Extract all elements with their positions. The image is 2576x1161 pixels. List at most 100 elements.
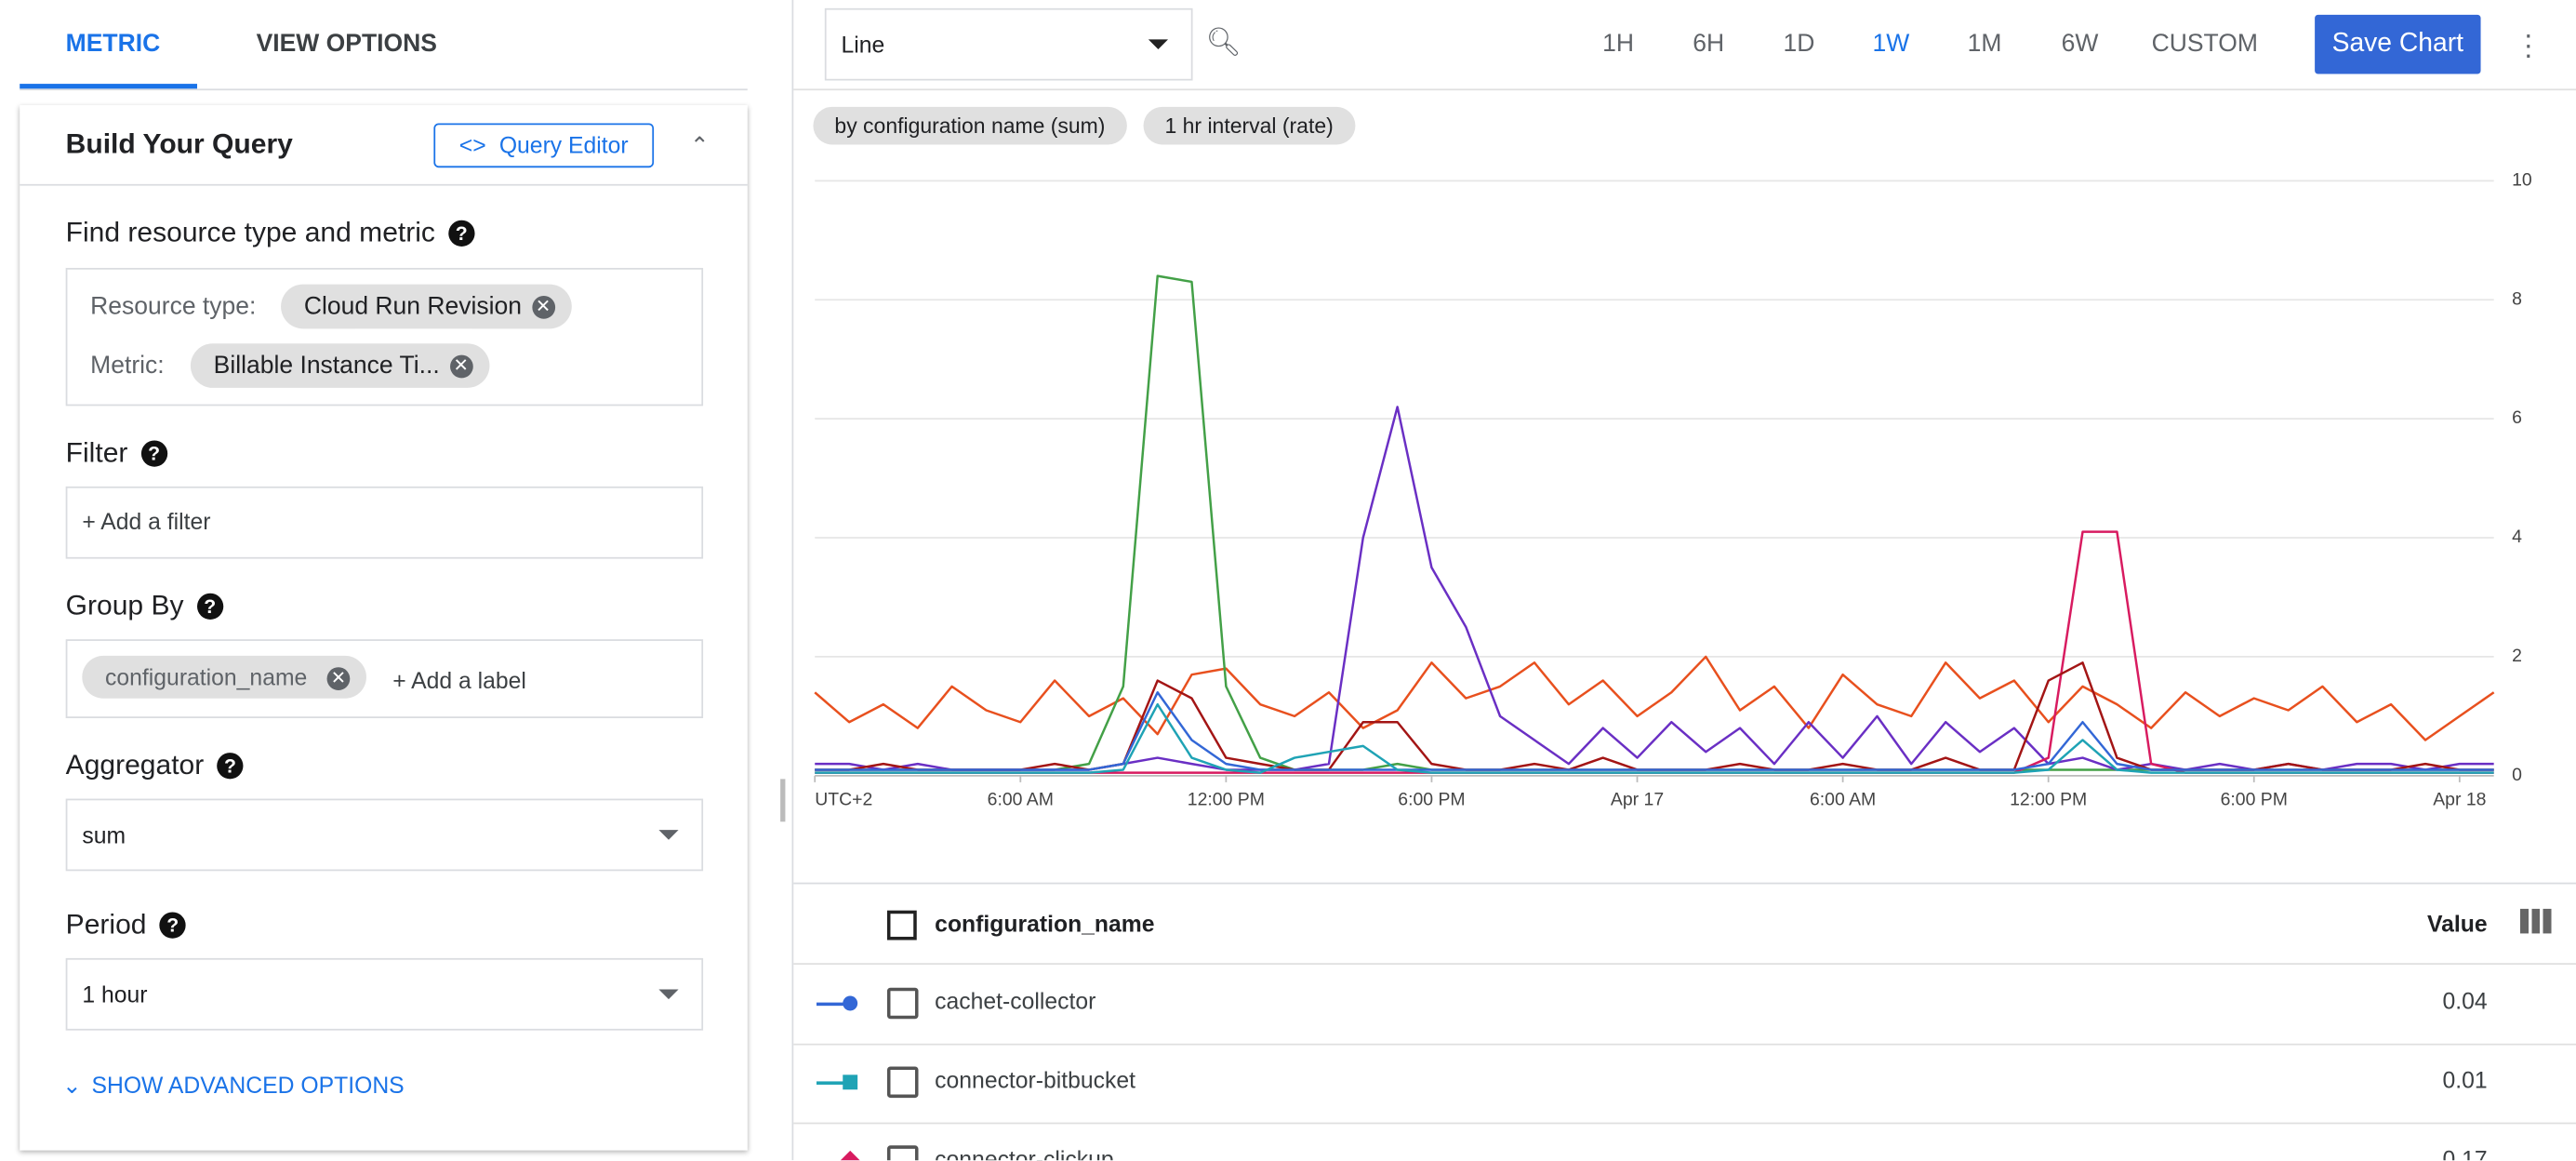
x-tick-label: 12:00 PM [1188,789,1265,809]
row-checkbox[interactable] [886,1066,919,1099]
label: Resource type: [90,292,257,321]
legend-marker [843,1074,858,1090]
x-tick-label: 6:00 AM [1810,789,1876,809]
resource-box: Resource type: Cloud Run Revision ✕ Metri… [65,267,704,407]
select-value: Line [841,31,885,58]
field-label: Find resource type and metric? [66,217,475,249]
select-value: 1 hour [82,981,148,1008]
label: Metric: [90,352,165,380]
tab-indicator [20,84,197,89]
column-header[interactable]: Value [2426,910,2488,937]
table-row[interactable]: cachet-collector 0.04 [793,965,2576,1046]
x-tick-label: Apr 18 [2433,789,2486,809]
series-line [815,406,2494,771]
splitter-handle[interactable] [780,779,786,822]
x-tick-label: 12:00 PM [2010,789,2087,809]
legend-marker [839,1150,861,1161]
field-label: Period? [66,909,186,941]
chart: 0 2 4 6 8 10 UTC+2 6:00 AM 12:00 PM 6:00 PM Apr 17… [814,169,2532,809]
filter-chip[interactable]: 1 hr interval (rate) [1143,106,1355,145]
row-checkbox[interactable] [886,1145,919,1161]
field-label: Filter? [66,437,167,470]
period-select[interactable]: 1 hour [65,957,704,1031]
save-chart-button[interactable]: Save Chart [2315,14,2481,74]
advanced-toggle[interactable]: ⌄ SHOW ADVANCED OPTIONS [62,1071,405,1099]
placeholder: + Add a filter [82,507,211,535]
filter-input[interactable]: + Add a filter [65,486,704,559]
range-button[interactable]: 1H [1602,29,1635,58]
legend-line [816,1081,846,1085]
row-name: connector-clickup [935,1145,1114,1161]
range-button[interactable]: 1D [1783,29,1815,58]
table-header: configuration_name Value [793,884,2576,965]
field-label: Group By? [66,590,223,622]
select-all[interactable] [886,910,917,941]
range-button[interactable]: 1M [1967,29,2002,58]
label: Group By [65,590,184,621]
y-tick-label: 8 [2512,288,2522,309]
field-label: Aggregator? [66,750,244,782]
row-value: 0.17 [2442,1145,2488,1161]
row-name: cachet-collector [935,987,1096,1014]
chart-type-select[interactable]: Line [824,7,1193,81]
x-tick-label: 6:00 AM [988,789,1054,809]
series-line [814,655,2495,741]
label: Filter [65,436,128,469]
label: Period [65,908,147,941]
x-tick-label: 6:00 PM [1398,789,1465,809]
series-line [815,702,2494,774]
chip-label: Billable Instance Ti... [213,352,440,380]
table-row[interactable]: connector-bitbucket 0.01 [793,1044,2576,1125]
chip[interactable]: Cloud Run Revision ✕ [281,284,572,329]
label: Aggregator [65,749,205,781]
button-label: Query Editor [498,131,629,158]
placeholder: + Add a label [392,667,526,694]
row-value: 0.04 [2442,987,2488,1014]
toggle-label: SHOW ADVANCED OPTIONS [91,1071,405,1099]
y-tick-label: 10 [2512,169,2532,190]
splitter [791,0,794,1161]
divider [20,88,748,91]
columns-icon[interactable] [2519,908,2554,934]
row-value: 0.01 [2442,1066,2488,1093]
chip-label: Cloud Run Revision [303,292,523,321]
chip[interactable]: configuration_name ✕ [82,655,366,699]
legend-line [816,1002,846,1007]
tab[interactable]: METRIC [65,29,161,58]
y-tick-label: 0 [2512,765,2522,785]
aggregator-select[interactable]: sum [65,798,704,872]
range-button[interactable]: 6H [1693,29,1725,58]
select-value: sum [82,821,126,848]
divider [793,882,2576,885]
group-by-input[interactable]: configuration_name ✕ + Add a label [65,639,704,718]
legend-marker [843,995,858,1011]
range-button[interactable]: 1W [1872,29,1910,58]
card-title: Build Your Query [65,127,293,160]
range-button[interactable]: CUSTOM [2151,29,2258,58]
more-menu[interactable]: · · · [2523,18,2534,71]
row-name: connector-bitbucket [935,1066,1136,1093]
table-row[interactable]: connector-clickup 0.17 [793,1123,2576,1161]
divider [20,183,748,186]
series-line [815,530,2494,774]
x-tick-label: Apr 17 [1611,789,1664,809]
tab[interactable]: VIEW OPTIONS [256,29,437,58]
y-tick-label: 2 [2512,646,2522,666]
zoom-icon[interactable]: 🔍︎ [1205,26,1242,58]
chip[interactable]: Billable Instance Ti... ✕ [190,343,489,388]
filter-chip[interactable]: by configuration name (sum) [813,106,1127,145]
row-checkbox[interactable] [886,987,919,1020]
y-tick-label: 4 [2512,527,2522,547]
series-line [815,661,2494,771]
series-line [815,274,2494,771]
query-card [20,105,748,1151]
label: Find resource type and metric [65,217,435,248]
collapse[interactable]: ⌃ [689,131,710,158]
series-line [815,691,2494,771]
x-tick-label: 6:00 PM [2221,789,2288,809]
column-header[interactable]: configuration_name [935,910,1155,937]
divider [793,88,2576,91]
range-button[interactable]: 6W [2061,29,2099,58]
query-editor-button[interactable]: <> Query Editor [433,123,655,168]
